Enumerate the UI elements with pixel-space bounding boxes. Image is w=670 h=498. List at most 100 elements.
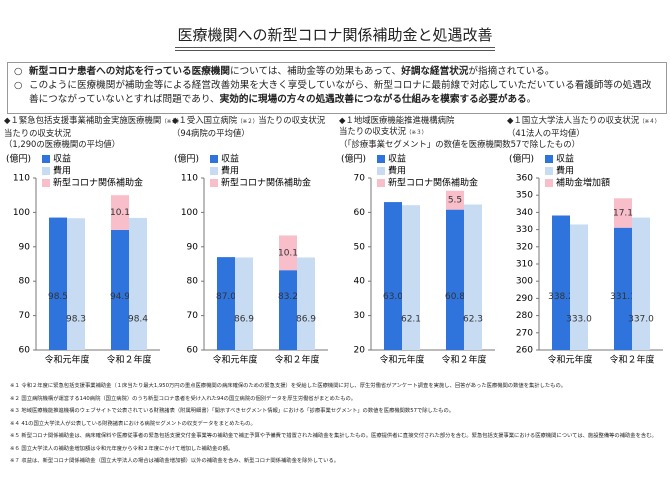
chart: ◆１緊急包括支援事業補助金実施医療機関（※１） 当たりの収支状況 （1,290の医療…: [0, 115, 182, 373]
bar: [67, 218, 85, 350]
summary-box: ○ 新型コロナ患者への対応を行っている医療機関については、補助金等の効果もあって、…: [7, 62, 667, 114]
heading-text: 当たりの収支状況: [258, 115, 326, 125]
bullet-marker: ○: [14, 80, 23, 91]
bar: [614, 198, 632, 228]
bar: [632, 217, 650, 350]
heading-text: 当たりの収支状況: [4, 128, 71, 138]
heading-text: （1,290の医療機関の平均値）: [4, 139, 121, 149]
x-tick-label: 令和２年度: [609, 354, 654, 366]
footnote: ※６ 国立大学法人の補助金増加額は令和元年度から令和２年度にかけて増加した補助金…: [10, 445, 234, 452]
bullet-part: 好調な経営状況: [401, 66, 469, 77]
legend-swatch: [377, 179, 385, 187]
bar: [129, 217, 147, 350]
y-tick-label: 320: [516, 242, 533, 252]
heading-text: ◆１地域医療機能推進機構病院: [339, 115, 455, 125]
y-tick-label: 330: [516, 225, 533, 235]
bullet-part: 実効的に現場の方々の処遇改善につながる仕組みを模索する必要がある: [219, 94, 527, 105]
bullet-part: このように医療機関が補助金等による経営改善効果を大きく享受していながら、新型コロ…: [29, 80, 652, 105]
footnote: ※４ 41の国立大学法人が公表している財務諸表における病院セグメントの収支データ…: [10, 420, 256, 427]
bullet-part: については、補助金等の効果もあって、: [230, 66, 402, 77]
y-tick-label: 310: [516, 260, 533, 270]
heading-line: ◆１緊急包括支援事業補助金実施医療機関（※１）: [4, 115, 182, 128]
y-tick-label: 70: [354, 174, 366, 184]
heading-line: （94病院の平均値）: [172, 128, 325, 139]
bar: [446, 190, 464, 210]
y-tick-label: 50: [354, 242, 366, 252]
x-tick-label: 令和元年度: [379, 354, 424, 366]
y-tick-label: 270: [516, 328, 533, 338]
legend-swatch: [377, 155, 385, 163]
heading-line: （41法人の平均値）: [507, 128, 660, 139]
legend-swatch: [210, 155, 218, 163]
bullet-part: が指摘されている。: [468, 66, 555, 77]
y-tick-label: 100: [181, 208, 198, 218]
legend-label: 補助金増加額: [556, 177, 610, 189]
chart-svg: (億円) 20 30 40 50 60 70 令和元年度 63.0 62.1 令和２年度 60.8 62…: [341, 153, 495, 366]
bar: [402, 205, 420, 350]
heading-line: ◆１地域医療機能推進機構病院: [339, 115, 580, 126]
value-label: 87.0: [216, 292, 236, 302]
chart-svg: (億円) 60 70 80 90 100 110 令和元年度 98.5 98.3 令和２年度 94.9…: [6, 153, 160, 366]
heading-line: （1,290の医療機関の平均値）: [4, 139, 182, 150]
heading-text: 当たりの収支状況: [339, 126, 406, 136]
legend-swatch: [545, 167, 553, 175]
bullet-part: 。: [526, 94, 537, 105]
y-tick-label: 70: [19, 311, 31, 321]
chart-svg: (億円) 60 70 80 90 100 110 令和元年度 87.0 86.9 令和２年度 83.2…: [174, 153, 328, 366]
y-tick-label: 290: [516, 294, 533, 304]
heading-line: ◆１受入国立病院（※２）当たりの収支状況: [172, 115, 325, 128]
heading-text: ◆１国立大学法人当たりの収支状況: [507, 115, 640, 125]
heading-line: 当たりの収支状況（※３）: [339, 126, 580, 139]
footnote: ※５ 新型コロナ関係補助金は、病床確保料や医療従事者の緊急包括支援交付金事業等の…: [10, 433, 657, 439]
bar: [297, 257, 315, 350]
bullet-text: このように医療機関が補助金等による経営改善効果を大きく享受していながら、新型コロ…: [29, 79, 660, 107]
bar: [570, 224, 588, 350]
bar: [279, 235, 297, 271]
bar: [384, 202, 402, 350]
value-label: 338.2: [548, 292, 574, 302]
value-label: 10.1: [110, 208, 130, 218]
value-label: 337.0: [628, 315, 654, 325]
y-tick-label: 90: [187, 242, 199, 252]
y-tick-label: 110: [181, 174, 198, 184]
y-tick-label: 80: [187, 277, 199, 287]
bar: [217, 257, 235, 350]
y-axis-label: (億円): [174, 153, 199, 165]
legend-label: 収益: [53, 153, 71, 165]
heading-text: （94病院の平均値）: [172, 128, 250, 138]
title-rule: [175, 47, 495, 48]
heading-text: （41法人の平均値）: [507, 128, 585, 138]
heading-text: （※３）: [406, 130, 428, 136]
bullet-part: 新型コロナ患者への対応を行っている医療機関: [29, 66, 230, 77]
y-tick-label: 340: [516, 208, 533, 218]
y-tick-label: 300: [516, 277, 533, 287]
y-tick-label: 60: [354, 208, 366, 218]
x-tick-label: 令和２年度: [106, 354, 151, 366]
bar: [614, 227, 632, 350]
chart-heading: ◆１受入国立病院（※２）当たりの収支状況 （94病院の平均値）: [172, 115, 325, 139]
y-axis-label: (億円): [6, 153, 31, 165]
page-title: 医療機関への新型コロナ関係補助金と処遇改善: [177, 26, 493, 44]
bar: [464, 204, 482, 350]
value-label: 63.0: [383, 292, 403, 302]
y-tick-label: 280: [516, 311, 533, 321]
legend-swatch: [42, 167, 50, 175]
chart: ◆１地域医療機能推進機構病院 当たりの収支状況（※３） （「診療事業セグメント」の数…: [335, 115, 580, 373]
y-tick-label: 360: [516, 174, 533, 184]
value-label: 83.2: [278, 292, 298, 302]
value-label: 98.4: [128, 315, 148, 325]
value-label: 62.1: [401, 315, 421, 325]
y-tick-label: 20: [354, 346, 366, 356]
bar: [111, 195, 129, 230]
value-label: 62.3: [463, 315, 483, 325]
value-label: 60.8: [445, 292, 465, 302]
heading-line: （「診療事業セグメント」の数値を医療機関数57で除したもの）: [339, 139, 580, 150]
legend-label: 費用: [556, 165, 574, 177]
heading-text: （※２）: [237, 119, 259, 125]
chart: ◆１受入国立病院（※２）当たりの収支状況 （94病院の平均値） (億円) 60 70 80…: [168, 115, 334, 373]
legend-swatch: [210, 179, 218, 187]
y-tick-label: 30: [354, 311, 366, 321]
footnote: ※２ 国立病院機構が運営する140病院（国立病院）のうち新型コロナ患者を受け入れ…: [10, 395, 357, 402]
x-tick-label: 令和２年度: [274, 354, 319, 366]
